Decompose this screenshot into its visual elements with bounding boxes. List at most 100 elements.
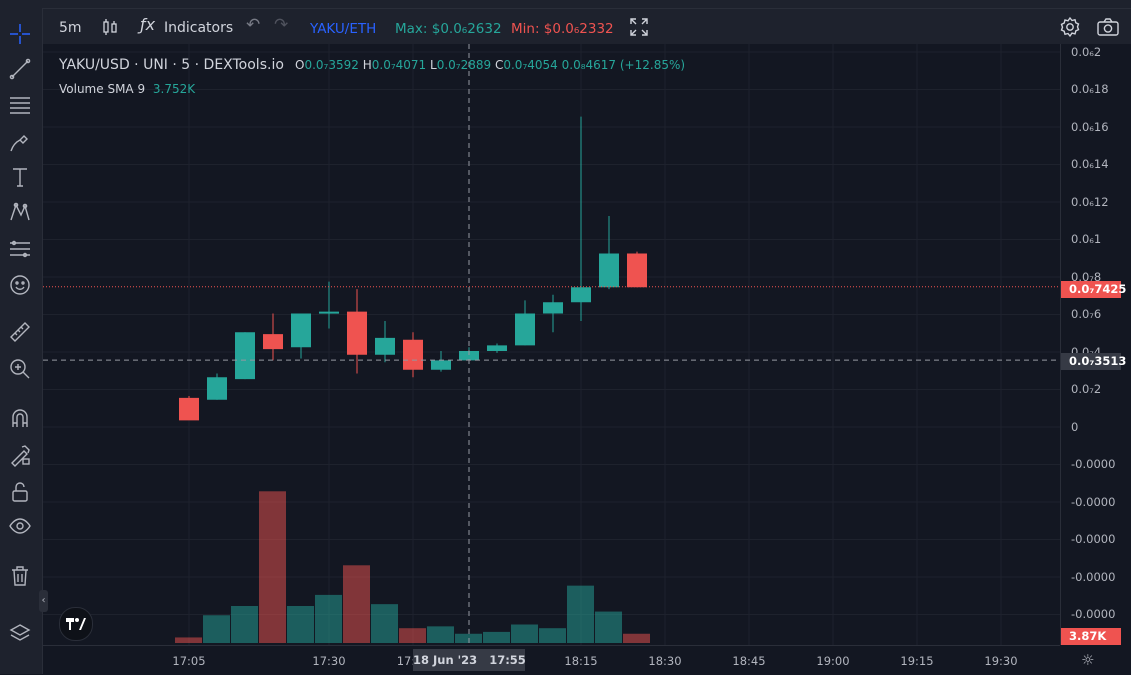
chart-pane[interactable]: YAKU/USD · UNI · 5 · DEXTools.io O0.0₇35… bbox=[39, 44, 1060, 645]
candlestick-chart bbox=[43, 44, 1060, 645]
tradingview-logo-icon[interactable] bbox=[59, 607, 93, 641]
trend-line-icon[interactable] bbox=[6, 55, 34, 83]
prediction-tool-icon[interactable] bbox=[6, 235, 34, 263]
visibility-eye-icon[interactable] bbox=[6, 512, 34, 540]
close-value: 0.0₇4054 bbox=[503, 58, 558, 72]
collapse-toolbar-icon[interactable]: ‹ bbox=[39, 590, 48, 612]
candle-body bbox=[375, 337, 395, 355]
crosshair-time-badge: 18 Jun '23 17:55 bbox=[413, 649, 526, 671]
open-value: 0.0₇3592 bbox=[304, 58, 359, 72]
price-label: -0.0000 bbox=[1071, 532, 1116, 546]
price-label: 0.0₆18 bbox=[1071, 82, 1109, 96]
text-tool-icon[interactable] bbox=[6, 163, 34, 191]
drawing-toolbar bbox=[0, 8, 43, 674]
candle-body bbox=[515, 313, 535, 346]
time-label: 17:30 bbox=[312, 654, 346, 668]
candle-body bbox=[263, 334, 283, 350]
ohlc-legend: O0.0₇3592 H0.0₇4071 L0.0₇2889 C0.0₇4054 … bbox=[295, 58, 685, 72]
brush-icon[interactable] bbox=[6, 128, 34, 156]
max-price: Max: $0.0₆2632 bbox=[395, 21, 502, 37]
pattern-tool-icon[interactable] bbox=[6, 198, 34, 226]
object-tree-icon[interactable] bbox=[6, 620, 34, 648]
volume-bar bbox=[175, 637, 202, 643]
candle-body bbox=[235, 332, 255, 380]
fullscreen-icon[interactable] bbox=[629, 17, 649, 42]
time-axis-settings-icon[interactable]: ☼ bbox=[1081, 651, 1095, 669]
price-axis[interactable]: 0.0₆2 0.0₆18 0.0₆16 0.0₆14 0.0₆12 0.0₆1 … bbox=[1060, 44, 1131, 645]
time-axis[interactable]: 17:05 17:30 17: 18:15 18:30 18:45 19:00 … bbox=[43, 645, 1094, 675]
volume-bar bbox=[259, 491, 286, 643]
price-label: 0.0₇6 bbox=[1071, 307, 1102, 321]
min-price: Min: $0.0₆2332 bbox=[511, 21, 614, 37]
change-value: 0.0₈4617 (+12.85%) bbox=[561, 58, 686, 72]
candle-body bbox=[347, 311, 367, 355]
high-value: 0.0₇4071 bbox=[371, 58, 427, 72]
volume-bar bbox=[343, 565, 370, 643]
volume-bar bbox=[595, 611, 622, 643]
pair-link[interactable]: YAKU/ETH bbox=[310, 21, 377, 37]
indicators-icon[interactable]: ƒx bbox=[140, 15, 156, 34]
candle-body bbox=[431, 360, 451, 370]
volume-bar bbox=[483, 631, 510, 643]
volume-bar bbox=[287, 606, 314, 643]
time-label: 18:15 bbox=[564, 654, 598, 668]
volume-value: 3.752K bbox=[152, 82, 196, 96]
candle-body bbox=[599, 253, 619, 288]
candle-body bbox=[459, 351, 479, 361]
emoji-icon[interactable] bbox=[6, 271, 34, 299]
crosshair-icon[interactable] bbox=[6, 20, 34, 48]
price-label: 0.0₆14 bbox=[1071, 157, 1109, 171]
volume-label: Volume SMA 9 bbox=[59, 82, 146, 96]
lock-drawing-icon[interactable] bbox=[6, 441, 34, 469]
unlock-icon[interactable] bbox=[6, 478, 34, 506]
zoom-in-icon[interactable] bbox=[6, 355, 34, 383]
candle-body bbox=[207, 377, 227, 400]
ruler-icon[interactable] bbox=[6, 318, 34, 346]
price-label: 0.0₇2 bbox=[1071, 382, 1102, 396]
volume-bar bbox=[539, 628, 566, 643]
interval-button[interactable]: 5m bbox=[59, 20, 82, 36]
volume-bar bbox=[203, 615, 230, 643]
top-divider bbox=[0, 8, 1131, 9]
crosshair-price-badge: 0.0₇3513 bbox=[1061, 353, 1126, 370]
volume-bar bbox=[399, 628, 426, 643]
candle-body bbox=[571, 287, 591, 303]
volume-bar bbox=[623, 633, 650, 643]
volume-bar bbox=[315, 594, 342, 643]
high-key: H bbox=[362, 58, 372, 72]
time-label: 18:30 bbox=[648, 654, 682, 668]
time-label: 17:05 bbox=[172, 654, 206, 668]
candle-body bbox=[179, 397, 199, 421]
price-label: 0.0₆16 bbox=[1071, 120, 1109, 134]
candle-type-icon[interactable] bbox=[101, 17, 119, 42]
close-key: C bbox=[494, 58, 504, 72]
magnet-icon[interactable] bbox=[6, 404, 34, 432]
time-label: 19:30 bbox=[984, 654, 1018, 668]
price-label: 0.0₆12 bbox=[1071, 195, 1109, 209]
price-label: 0.0₆1 bbox=[1071, 232, 1102, 246]
volume-legend: Volume SMA 9 3.752K bbox=[59, 82, 195, 96]
open-key: O bbox=[295, 58, 305, 72]
horizontal-lines-icon[interactable] bbox=[6, 90, 34, 118]
price-label: 0.0₇8 bbox=[1071, 270, 1102, 284]
trash-icon[interactable] bbox=[6, 562, 34, 590]
price-label: 0.0₆2 bbox=[1071, 45, 1102, 59]
price-label: 0 bbox=[1071, 420, 1079, 434]
candle-body bbox=[487, 345, 507, 351]
candle-body bbox=[543, 302, 563, 314]
price-label: -0.0000 bbox=[1071, 607, 1116, 621]
time-label: 18:45 bbox=[732, 654, 766, 668]
settings-gear-icon[interactable] bbox=[1059, 16, 1081, 43]
symbol-title: YAKU/USD · UNI · 5 · DEXTools.io bbox=[59, 57, 284, 73]
volume-bar bbox=[511, 624, 538, 643]
undo-icon[interactable]: ↶ bbox=[246, 15, 261, 35]
volume-bar bbox=[231, 606, 258, 643]
low-value: 0.0₇2889 bbox=[436, 58, 492, 72]
candle-body bbox=[291, 313, 311, 348]
indicators-button[interactable]: Indicators bbox=[164, 20, 234, 36]
redo-icon[interactable]: ↷ bbox=[274, 15, 289, 35]
last-price-badge: 0.0₇7425 bbox=[1061, 281, 1126, 298]
volume-bar bbox=[371, 604, 398, 643]
camera-icon[interactable] bbox=[1096, 16, 1120, 43]
